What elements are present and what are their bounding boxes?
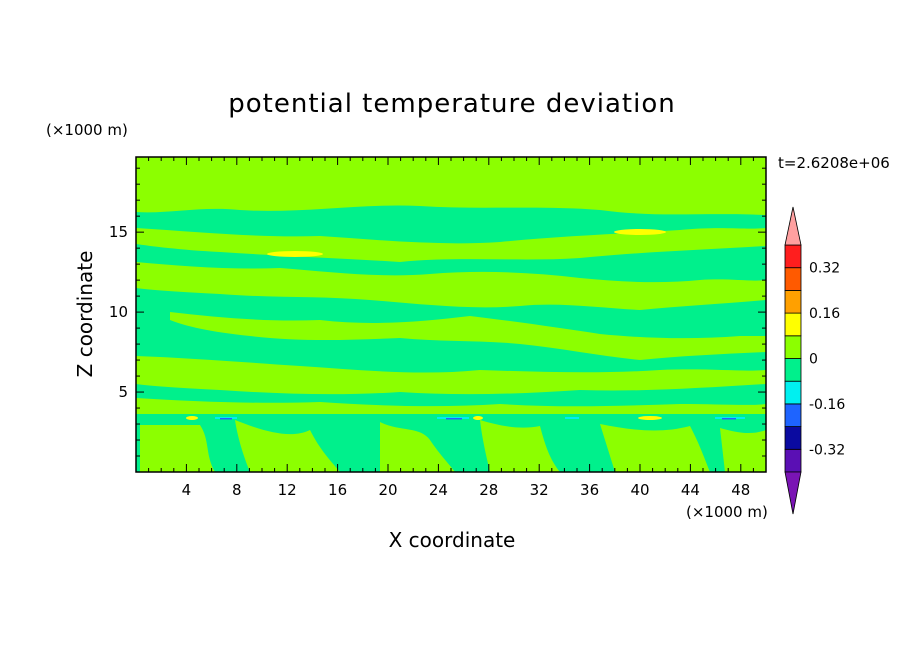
colorbar-label: 0.32 xyxy=(809,261,840,277)
colorbar-swatch xyxy=(784,267,802,291)
colorbar-swatch xyxy=(784,244,802,269)
colorbar-label: -0.32 xyxy=(809,442,845,458)
x-tick-label: 4 xyxy=(182,481,192,499)
cold-spot-1 xyxy=(220,418,232,420)
colorbar-swatch xyxy=(784,380,802,405)
cold-spots xyxy=(220,418,736,420)
surface-layer-5 xyxy=(600,424,710,472)
x-axis-label: X coordinate xyxy=(389,528,516,552)
surface-layer-6 xyxy=(720,428,766,472)
x-tick-label: 28 xyxy=(479,481,498,499)
y-unit-label: (×1000 m) xyxy=(46,121,128,139)
colorbar-label: 0 xyxy=(809,352,818,368)
surface-layer-3 xyxy=(380,422,455,472)
lower-band-2 xyxy=(136,398,766,414)
x-tick-label: 24 xyxy=(429,481,448,499)
y-tick-label: 5 xyxy=(118,383,128,401)
colorbar-swatch xyxy=(784,448,802,473)
colorbar: 0.32 0.16 0 -0.16 -0.32 xyxy=(784,206,845,515)
lower-band-1 xyxy=(136,356,766,395)
plot-area xyxy=(136,157,766,472)
warm-spots xyxy=(186,229,666,420)
colorbar-swatch xyxy=(784,289,802,314)
warm-spot-1 xyxy=(267,251,323,257)
x-unit-label: (×1000 m) xyxy=(686,503,768,521)
x-tick-label: 44 xyxy=(681,481,700,499)
colorbar-under-arrow xyxy=(784,471,802,515)
cold-spot-2 xyxy=(446,418,462,420)
warm-spot-5 xyxy=(638,416,662,420)
colorbar-swatch xyxy=(784,358,802,382)
x-tick-label: 20 xyxy=(378,481,397,499)
surface-layer-4 xyxy=(480,420,560,472)
upper-band-1 xyxy=(136,157,766,215)
colorbar-swatch xyxy=(784,426,802,450)
positive-regions xyxy=(136,157,766,472)
y-axis: 5 10 15 xyxy=(109,167,766,457)
colorbar-swatch xyxy=(784,403,802,427)
colorbar-label: 0.16 xyxy=(809,306,840,322)
surface-layer-2 xyxy=(235,420,340,472)
warm-spot-4 xyxy=(473,416,483,420)
x-tick-label: 8 xyxy=(232,481,242,499)
cool-spot-3 xyxy=(565,417,579,419)
x-tick-label: 12 xyxy=(278,481,297,499)
colorbar-over-arrow xyxy=(784,206,802,246)
x-tick-label: 48 xyxy=(731,481,750,499)
y-tick-label: 10 xyxy=(109,303,128,321)
time-label: t=2.6208e+06 xyxy=(778,154,890,172)
middle-band-1 xyxy=(136,262,766,310)
colorbar-swatch xyxy=(784,335,802,359)
y-tick-label: 15 xyxy=(109,223,128,241)
colorbar-swatch xyxy=(784,312,802,337)
y-axis-label: Z coordinate xyxy=(73,251,97,378)
cold-spot-3 xyxy=(722,418,736,420)
warm-spot-3 xyxy=(186,416,198,420)
x-axis: 4 8 12 16 20 24 28 32 36 40 44 48 xyxy=(148,157,754,499)
x-tick-label: 36 xyxy=(580,481,599,499)
chart-title: potential temperature deviation xyxy=(228,89,675,119)
x-tick-label: 32 xyxy=(530,481,549,499)
colorbar-label: -0.16 xyxy=(809,397,845,413)
warm-spot-2 xyxy=(614,229,666,235)
surface-layer-1 xyxy=(140,425,215,472)
x-tick-label: 40 xyxy=(630,481,649,499)
x-tick-label: 16 xyxy=(328,481,347,499)
middle-band-2 xyxy=(170,312,766,360)
